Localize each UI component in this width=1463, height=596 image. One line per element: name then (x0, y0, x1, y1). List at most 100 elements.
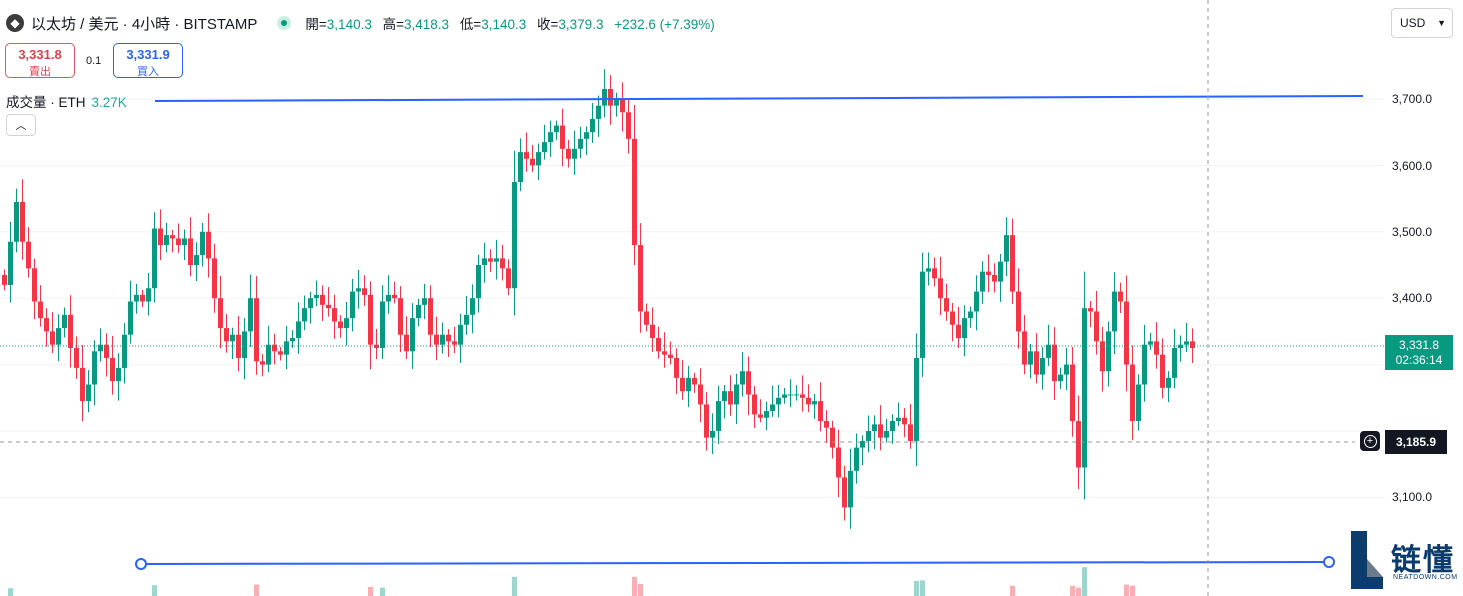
candle-body (656, 338, 661, 352)
volume-bar (632, 576, 637, 596)
collapse-legend-button[interactable]: ︿ (6, 114, 36, 136)
candle-body (284, 341, 289, 355)
candle-body (914, 357, 919, 441)
candle-body (1184, 341, 1189, 345)
candle-body (26, 241, 31, 269)
candle-body (260, 361, 265, 365)
candle-body (146, 288, 151, 302)
trendline-support[interactable] (140, 561, 1330, 565)
bar-countdown: 02:36:14 (1395, 353, 1443, 367)
trendline-resistance[interactable] (154, 95, 1364, 102)
candle-body (1028, 351, 1033, 365)
symbol-title[interactable]: 以太坊 / 美元 · 4小時 · BITSTAMP (31, 15, 258, 33)
candle-body (308, 298, 313, 309)
candle-body (1040, 357, 1045, 375)
candles (2, 69, 1195, 529)
volume-bar (368, 587, 373, 596)
candle-body (68, 314, 73, 348)
sell-label: 賣出 (29, 66, 51, 78)
trendline-handle-left[interactable] (135, 558, 147, 570)
high-label: 高= (382, 17, 404, 32)
price-grid (0, 98, 1385, 498)
candle-body (524, 152, 529, 159)
candle-body (1148, 341, 1153, 345)
volume-legend: 成交量 · ETH 3.27K (6, 91, 127, 111)
candle-body (938, 278, 943, 299)
candle-body (854, 447, 859, 471)
volume-bar (254, 584, 259, 596)
candle-body (230, 334, 235, 342)
volume-bar (1130, 585, 1135, 596)
add-alert-button[interactable]: + (1360, 431, 1380, 451)
candle-body (848, 470, 853, 508)
candle-body (536, 152, 541, 166)
candle-body (434, 334, 439, 345)
candle-body (182, 238, 187, 246)
candle-body (110, 357, 115, 382)
candle-body (764, 411, 769, 418)
candle-body (206, 231, 211, 259)
candle-body (584, 132, 589, 139)
volume-bar (638, 584, 643, 596)
change-value: +232.6 (+7.39%) (614, 17, 715, 32)
candle-body (398, 298, 403, 335)
close-value: 3,379.3 (558, 17, 604, 32)
candle-body (734, 384, 739, 405)
candle-body (98, 344, 103, 352)
candle-body (554, 125, 559, 133)
sell-button[interactable]: 3,331.8 賣出 (5, 43, 75, 78)
candle-body (968, 311, 973, 319)
chevron-up-icon: ︿ (15, 120, 27, 132)
candle-body (296, 321, 301, 339)
candle-body (956, 324, 961, 339)
candle-body (212, 258, 217, 299)
candle-body (74, 348, 79, 368)
candle-body (950, 311, 955, 325)
candle-body (392, 294, 397, 299)
candle-body (1118, 291, 1123, 302)
candle-body (644, 311, 649, 325)
trendline-handle-right[interactable] (1323, 556, 1335, 568)
candle-body (626, 112, 631, 139)
candle-body (242, 331, 247, 358)
candle-body (224, 328, 229, 342)
candle-body (1130, 364, 1135, 422)
candle-body (1124, 301, 1129, 365)
candle-body (608, 89, 613, 106)
buy-button[interactable]: 3,331.9 買入 (113, 43, 183, 78)
candle-body (158, 228, 163, 246)
candle-body (650, 324, 655, 339)
candle-body (176, 238, 181, 246)
candle-body (8, 241, 13, 285)
last-price-label: 3,331.8 02:36:14 (1385, 335, 1453, 370)
market-open-icon (277, 16, 292, 30)
candle-body (116, 367, 121, 382)
candle-body (548, 132, 553, 143)
candle-body (1172, 348, 1177, 378)
volume-bar (380, 587, 385, 596)
candle-body (494, 258, 499, 262)
candle-body (704, 404, 709, 438)
candle-body (500, 258, 505, 269)
candle-body (32, 268, 37, 302)
candle-body (1094, 311, 1099, 342)
candle-body (254, 298, 259, 362)
candle-body (302, 308, 307, 322)
candle-body (932, 268, 937, 279)
volume-bar (914, 581, 919, 596)
candle-body (62, 314, 67, 329)
candle-body (476, 265, 481, 299)
ethereum-icon: ◆ (6, 14, 24, 32)
volume-bar (1124, 584, 1129, 596)
candle-body (50, 331, 55, 345)
candle-body (602, 89, 607, 106)
candle-body (782, 394, 787, 398)
candle-body (806, 397, 811, 405)
order-quantity[interactable]: 0.1 (86, 55, 102, 67)
currency-select[interactable]: USD ▼ (1391, 8, 1453, 38)
volume-bar (1076, 587, 1081, 596)
candle-body (1088, 308, 1093, 312)
candle-body (596, 105, 601, 119)
candle-body (2, 274, 7, 285)
